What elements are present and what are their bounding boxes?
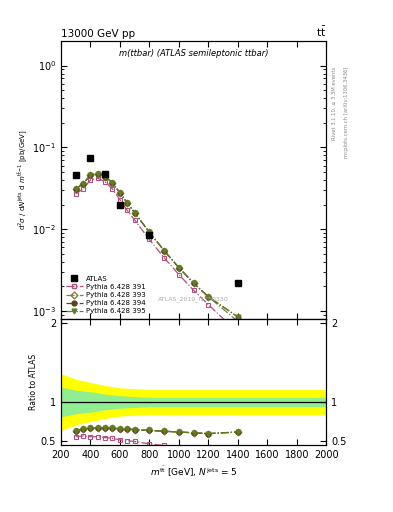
Y-axis label: Ratio to ATLAS: Ratio to ATLAS bbox=[29, 354, 38, 410]
X-axis label: $m^{\mathrm{t\bar{t}}}$ [GeV], $N^{\mathrm{jets}}$ = 5: $m^{\mathrm{t\bar{t}}}$ [GeV], $N^{\math… bbox=[150, 464, 237, 479]
Text: $\mathrm{t\bar{t}}$: $\mathrm{t\bar{t}}$ bbox=[316, 25, 326, 39]
Text: m(ttbar) (ATLAS semileptonic ttbar): m(ttbar) (ATLAS semileptonic ttbar) bbox=[119, 49, 268, 58]
Text: 13000 GeV pp: 13000 GeV pp bbox=[61, 29, 135, 39]
Y-axis label: $\mathrm{d}^2\sigma$ / $\mathrm{d}N^\mathrm{jets}$ $\mathrm{d}$ $m^\mathrm{t\bar: $\mathrm{d}^2\sigma$ / $\mathrm{d}N^\mat… bbox=[17, 130, 29, 230]
Text: ATLAS_2019_I1750330: ATLAS_2019_I1750330 bbox=[158, 296, 229, 303]
Text: Rivet 3.1.10, ≥ 3.3M events: Rivet 3.1.10, ≥ 3.3M events bbox=[332, 67, 337, 140]
Text: mcplots.cern.ch [arXiv:1306.3436]: mcplots.cern.ch [arXiv:1306.3436] bbox=[344, 67, 349, 158]
Legend: ATLAS, Pythia 6.428 391, Pythia 6.428 393, Pythia 6.428 394, Pythia 6.428 395: ATLAS, Pythia 6.428 391, Pythia 6.428 39… bbox=[64, 274, 147, 315]
